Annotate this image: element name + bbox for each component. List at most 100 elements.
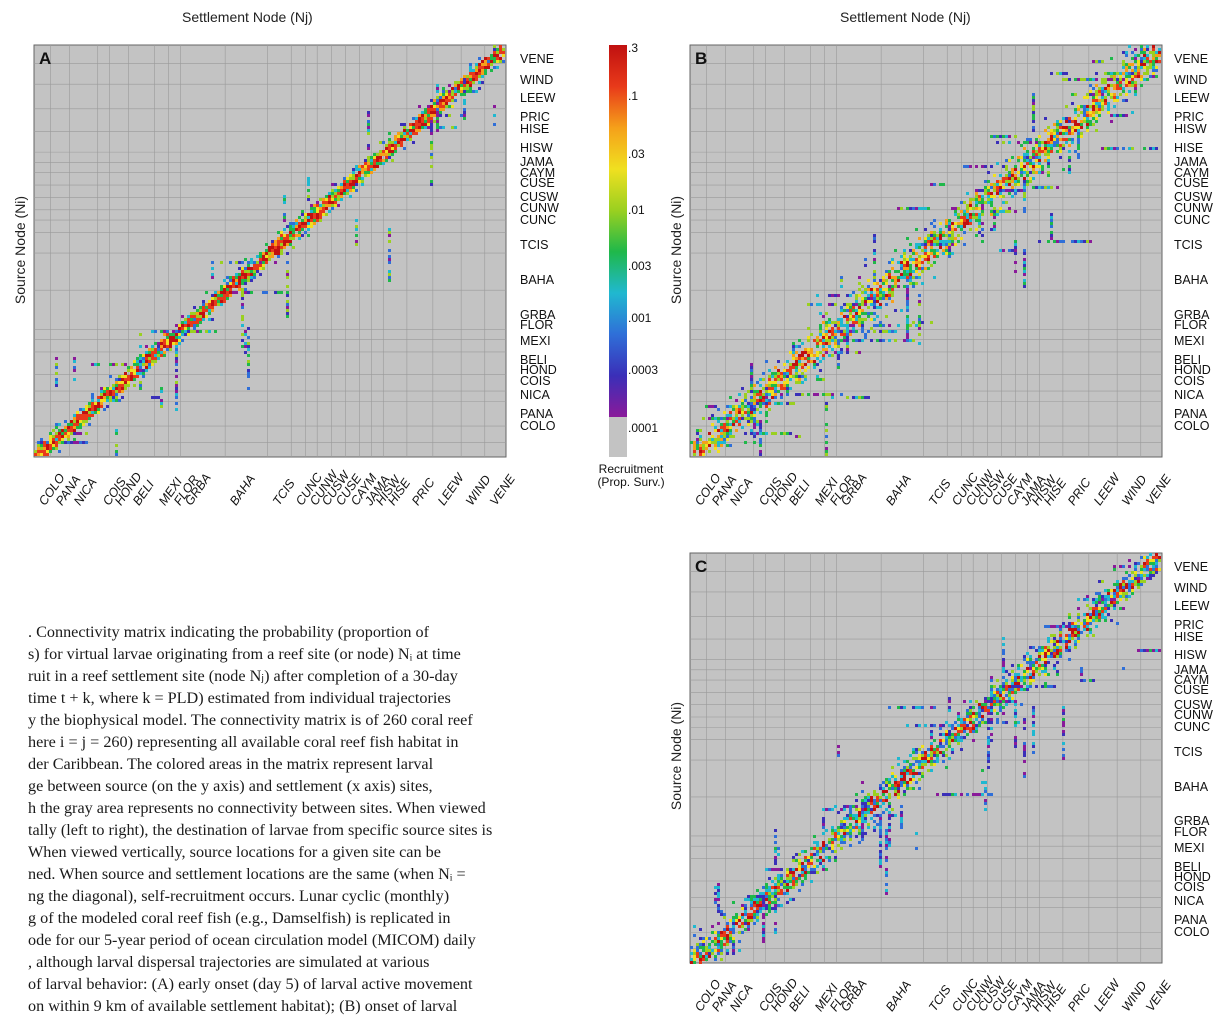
matrix-cell — [385, 156, 388, 159]
matrix-cell — [313, 219, 316, 222]
matrix-cell — [175, 390, 178, 393]
matrix-cell — [55, 366, 58, 369]
matrix-cell — [106, 405, 109, 408]
matrix-cell — [268, 252, 271, 255]
matrix-cell — [76, 426, 79, 429]
matrix-cell — [151, 348, 154, 351]
matrix-cell — [67, 441, 70, 444]
matrix-cell — [478, 57, 481, 60]
matrix-cell — [454, 87, 457, 90]
row-label: CUNC — [520, 214, 556, 226]
matrix-cell — [175, 384, 178, 387]
matrix-cell — [370, 171, 373, 174]
matrix-cell — [355, 189, 358, 192]
matrix-cell — [385, 144, 388, 147]
matrix-cell — [142, 375, 145, 378]
matrix-cell — [457, 81, 460, 84]
matrix-cell — [385, 150, 388, 153]
matrix-cell — [394, 141, 397, 144]
matrix-cell — [199, 330, 202, 333]
matrix-cell — [319, 213, 322, 216]
matrix-cell — [187, 315, 190, 318]
matrix-cell — [439, 102, 442, 105]
matrix-cell — [241, 333, 244, 336]
matrix-cell — [133, 363, 136, 366]
matrix-cell — [274, 243, 277, 246]
matrix-cell — [367, 156, 370, 159]
matrix-cell — [319, 204, 322, 207]
matrix-cell — [442, 87, 445, 90]
matrix-cell — [184, 324, 187, 327]
matrix-cell — [385, 147, 388, 150]
matrix-cell — [103, 393, 106, 396]
matrix-cell — [292, 234, 295, 237]
matrix-cell — [160, 405, 163, 408]
matrix-cell — [58, 435, 61, 438]
matrix-cell — [127, 366, 130, 369]
matrix-cell — [391, 153, 394, 156]
matrix-cell — [100, 402, 103, 405]
matrix-cell — [430, 123, 433, 126]
matrix-cell — [124, 375, 127, 378]
matrix-cell — [55, 441, 58, 444]
matrix-cell — [265, 252, 268, 255]
matrix-cell — [178, 330, 181, 333]
matrix-cell — [94, 408, 97, 411]
matrix-cell — [298, 222, 301, 225]
matrix-cell — [88, 411, 91, 414]
matrix-cell — [238, 261, 241, 264]
matrix-cell — [355, 225, 358, 228]
matrix-cell — [244, 276, 247, 279]
matrix-cell — [454, 99, 457, 102]
matrix-cell — [100, 393, 103, 396]
matrix-cell — [427, 114, 430, 117]
matrix-cell — [34, 453, 37, 456]
matrix-cell — [73, 426, 76, 429]
matrix-cell — [412, 126, 415, 129]
matrix-cell — [67, 429, 70, 432]
matrix-cell — [373, 162, 376, 165]
matrix-cell — [493, 123, 496, 126]
matrix-cell — [211, 309, 214, 312]
matrix-cell — [400, 132, 403, 135]
matrix-cell — [424, 123, 427, 126]
matrix-cell — [301, 219, 304, 222]
matrix-cell — [394, 150, 397, 153]
matrix-cell — [175, 339, 178, 342]
matrix-cell — [457, 90, 460, 93]
matrix-cell — [247, 261, 250, 264]
matrix-cell — [352, 189, 355, 192]
matrix-cell — [109, 399, 112, 402]
matrix-cell — [67, 426, 70, 429]
matrix-cell — [355, 177, 358, 180]
matrix-cell — [85, 414, 88, 417]
matrix-cell — [283, 201, 286, 204]
matrix-cell — [277, 243, 280, 246]
panel-b-y-title: Source Node (Ni) — [668, 190, 684, 310]
matrix-cell — [316, 213, 319, 216]
matrix-cell — [400, 138, 403, 141]
matrix-cell — [115, 429, 118, 432]
matrix-cell — [247, 345, 250, 348]
matrix-cell — [325, 198, 328, 201]
matrix-cell — [199, 309, 202, 312]
matrix-cell — [388, 276, 391, 279]
matrix-cell — [244, 330, 247, 333]
matrix-cell — [241, 273, 244, 276]
matrix-cell — [430, 117, 433, 120]
matrix-cell — [247, 375, 250, 378]
matrix-cell — [97, 396, 100, 399]
matrix-cell — [241, 303, 244, 306]
matrix-cell — [178, 336, 181, 339]
matrix-cell — [199, 306, 202, 309]
matrix-cell — [40, 438, 43, 441]
matrix-cell — [121, 396, 124, 399]
matrix-cell — [463, 75, 466, 78]
row-label: CUSE — [520, 177, 555, 189]
matrix-cell — [397, 132, 400, 135]
matrix-cell — [454, 84, 457, 87]
matrix-cell — [406, 135, 409, 138]
matrix-cell — [157, 354, 160, 357]
matrix-cell — [265, 258, 268, 261]
matrix-cell — [379, 159, 382, 162]
